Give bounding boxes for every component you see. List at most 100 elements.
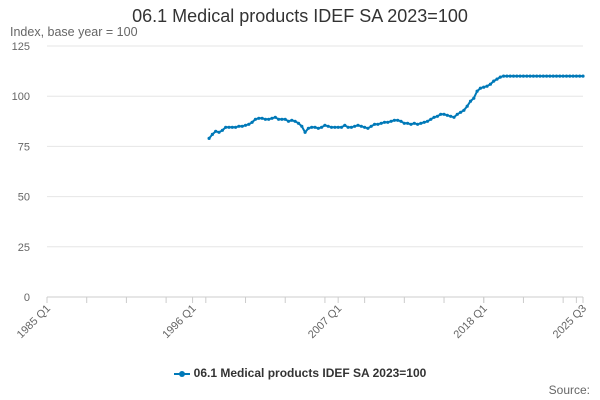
data-point[interactable]	[574, 74, 579, 78]
data-point[interactable]	[313, 125, 317, 129]
data-point[interactable]	[571, 74, 575, 78]
data-point[interactable]	[224, 125, 228, 129]
data-point[interactable]	[402, 121, 406, 125]
data-point[interactable]	[333, 125, 337, 129]
data-point[interactable]	[399, 119, 403, 123]
data-point[interactable]	[369, 124, 373, 128]
data-point[interactable]	[273, 115, 277, 119]
data-point[interactable]	[392, 118, 396, 122]
data-point[interactable]	[449, 114, 453, 118]
data-point[interactable]	[283, 117, 287, 121]
data-point[interactable]	[435, 114, 439, 118]
data-point[interactable]	[363, 125, 367, 129]
data-point[interactable]	[465, 104, 469, 108]
data-point[interactable]	[353, 124, 357, 128]
data-point[interactable]	[382, 120, 387, 124]
data-point[interactable]	[462, 108, 466, 112]
data-point[interactable]	[518, 74, 522, 78]
data-point[interactable]	[386, 120, 390, 124]
data-point[interactable]	[214, 129, 218, 133]
data-point[interactable]	[502, 74, 506, 78]
data-point[interactable]	[409, 122, 413, 126]
data-point[interactable]	[548, 74, 552, 78]
data-point[interactable]	[270, 116, 274, 120]
data-point[interactable]	[531, 74, 536, 78]
data-point[interactable]	[389, 119, 393, 123]
data-point[interactable]	[419, 121, 423, 125]
data-point[interactable]	[379, 121, 383, 125]
data-point[interactable]	[346, 125, 350, 129]
data-point[interactable]	[253, 117, 257, 121]
data-point[interactable]	[432, 115, 436, 119]
data-point[interactable]	[290, 118, 294, 122]
data-point[interactable]	[243, 123, 248, 127]
data-point[interactable]	[267, 117, 271, 121]
data-point[interactable]	[373, 122, 377, 126]
data-point[interactable]	[472, 96, 476, 100]
data-point[interactable]	[558, 74, 562, 78]
data-point[interactable]	[455, 112, 459, 116]
data-point[interactable]	[247, 122, 251, 126]
data-point[interactable]	[240, 124, 244, 128]
data-point[interactable]	[366, 126, 370, 130]
data-point[interactable]	[356, 123, 360, 127]
source-credit[interactable]: Source:	[548, 383, 590, 397]
data-point[interactable]	[525, 74, 529, 78]
data-point[interactable]	[581, 74, 585, 78]
data-point[interactable]	[515, 74, 519, 78]
data-point[interactable]	[482, 85, 486, 89]
data-point[interactable]	[320, 125, 324, 129]
data-point[interactable]	[303, 130, 307, 134]
data-point[interactable]	[422, 120, 426, 124]
data-point[interactable]	[234, 125, 238, 129]
data-point[interactable]	[293, 119, 297, 123]
data-point[interactable]	[425, 119, 430, 123]
data-point[interactable]	[280, 117, 284, 121]
data-point[interactable]	[316, 126, 320, 130]
legend[interactable]: 06.1 Medical products IDEF SA 2023=100	[0, 366, 600, 380]
data-point[interactable]	[336, 125, 340, 129]
data-point[interactable]	[406, 121, 410, 125]
data-point[interactable]	[412, 121, 416, 125]
data-point[interactable]	[359, 124, 363, 128]
data-point[interactable]	[277, 117, 281, 121]
data-point[interactable]	[478, 86, 482, 90]
data-point[interactable]	[498, 75, 502, 79]
data-point[interactable]	[429, 117, 433, 121]
data-point[interactable]	[296, 121, 301, 125]
data-point[interactable]	[300, 124, 304, 128]
data-point[interactable]	[475, 89, 479, 93]
data-point[interactable]	[541, 74, 545, 78]
data-point[interactable]	[349, 125, 353, 129]
data-point[interactable]	[439, 112, 443, 116]
data-point[interactable]	[505, 74, 509, 78]
data-point[interactable]	[445, 113, 449, 117]
data-point[interactable]	[545, 74, 549, 78]
data-point[interactable]	[329, 125, 334, 129]
data-point[interactable]	[323, 123, 327, 127]
data-point[interactable]	[535, 74, 539, 78]
data-point[interactable]	[339, 125, 344, 129]
data-point[interactable]	[306, 126, 310, 130]
data-point[interactable]	[551, 74, 555, 78]
data-point[interactable]	[376, 122, 380, 126]
data-point[interactable]	[442, 112, 446, 116]
data-point[interactable]	[568, 74, 572, 78]
data-point[interactable]	[263, 117, 267, 121]
data-point[interactable]	[210, 132, 214, 136]
data-point[interactable]	[237, 124, 241, 128]
data-point[interactable]	[564, 74, 569, 78]
data-point[interactable]	[396, 118, 400, 122]
data-point[interactable]	[468, 99, 473, 103]
data-point[interactable]	[459, 110, 463, 114]
data-point[interactable]	[286, 119, 291, 123]
series-line[interactable]	[208, 75, 583, 140]
data-point[interactable]	[257, 116, 261, 120]
data-point[interactable]	[554, 74, 559, 78]
data-point[interactable]	[260, 116, 264, 120]
data-point[interactable]	[495, 77, 499, 81]
data-point[interactable]	[578, 74, 582, 78]
data-point[interactable]	[250, 120, 254, 124]
data-point[interactable]	[521, 74, 526, 78]
data-point[interactable]	[561, 74, 565, 78]
